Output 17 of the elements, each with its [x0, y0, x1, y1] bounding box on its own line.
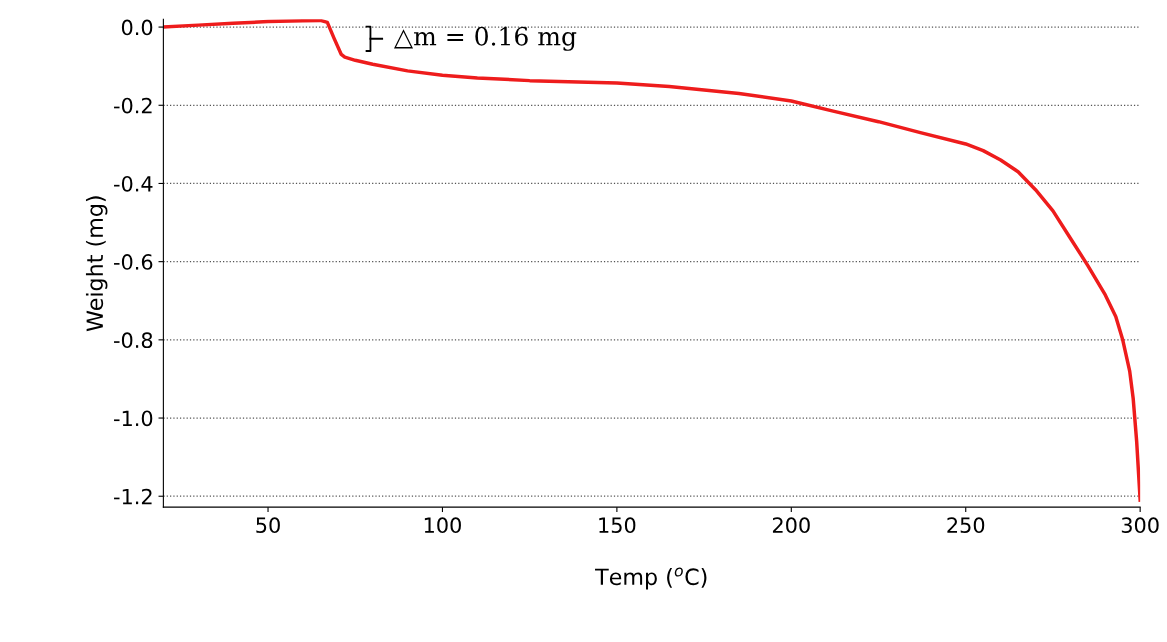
x-axis-title: Temp ($^{o}$C): [595, 567, 707, 590]
y-axis-title: Weight (mg): [85, 196, 108, 332]
x-tick-label: 50: [256, 517, 280, 534]
x-tick-label: 300: [1121, 517, 1159, 534]
y-tick-label: -1.2: [114, 488, 152, 505]
x-tick-label: 250: [947, 517, 985, 534]
x-tick-label: 200: [772, 517, 810, 534]
x-tick-label: 150: [599, 517, 636, 534]
x-tick-label: 100: [424, 517, 461, 534]
y-tick-label: -0.2: [114, 97, 152, 114]
y-tick-label: -0.6: [114, 254, 153, 270]
y-tick-label: 0.0: [121, 19, 153, 36]
y-tick-label: -0.4: [114, 175, 153, 192]
annotation: △m = 0.16 mg: [393, 26, 577, 51]
y-tick-label: -1.0: [114, 410, 153, 427]
line-series: [163, 19, 1141, 502]
y-tick-label: -0.8: [114, 332, 153, 349]
